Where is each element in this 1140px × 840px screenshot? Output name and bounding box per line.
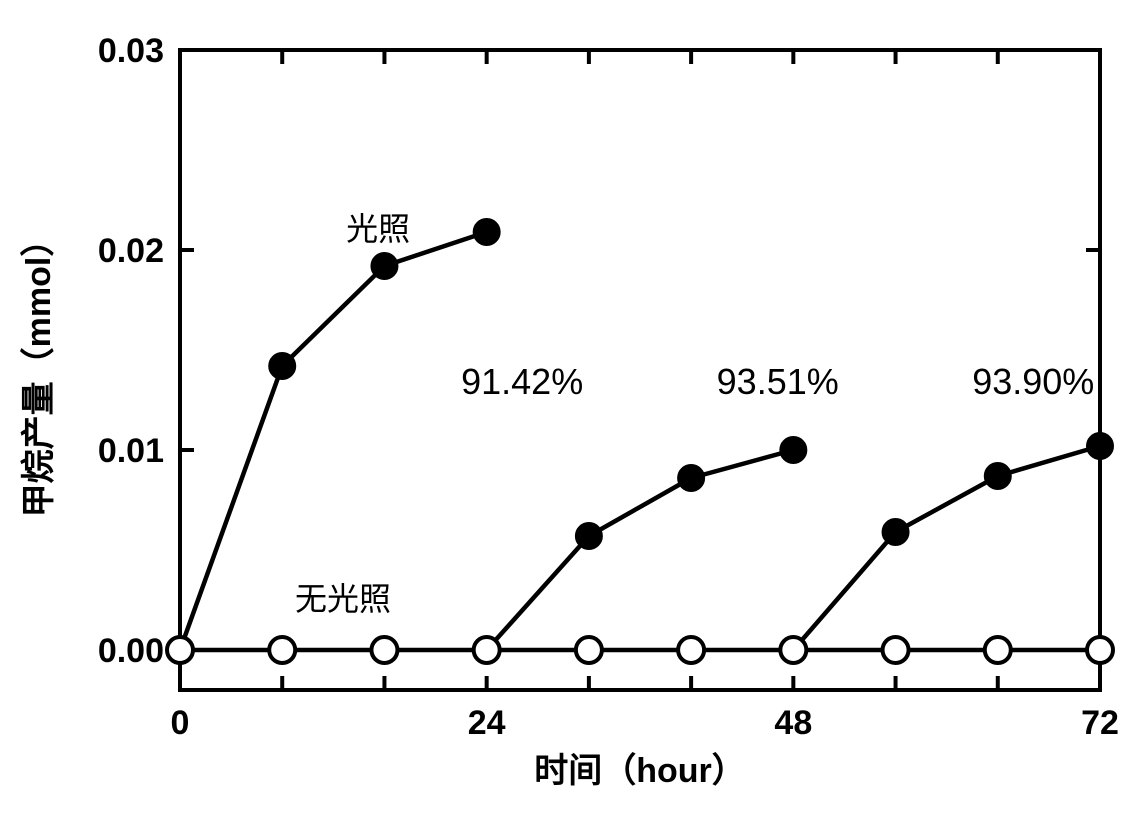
series-marker	[1087, 637, 1113, 663]
chart-container: 0 24 48 72 0.00 0.01 0.02 0.03 时间（hour） 甲烷产量（mmol…	[0, 0, 1140, 840]
chart-annotation: 91.42%	[461, 361, 583, 402]
series-marker	[985, 637, 1011, 663]
series-marker	[678, 637, 704, 663]
series-marker	[269, 353, 295, 379]
series-marker	[269, 637, 295, 663]
chart-annotation: 光照	[346, 211, 410, 247]
series-marker	[576, 637, 602, 663]
chart-annotation: 93.51%	[717, 361, 839, 402]
series-marker	[678, 465, 704, 491]
series-marker	[371, 253, 397, 279]
x-axis-label: 时间（hour）	[534, 751, 746, 790]
y-axis-label: 甲烷产量（mmol）	[19, 223, 58, 518]
y-tick-label: 0.01	[98, 432, 164, 470]
series-marker	[1087, 433, 1113, 459]
series-marker	[167, 637, 193, 663]
chart-annotation: 无光照	[295, 581, 391, 617]
y-tick-label: 0.02	[98, 232, 164, 270]
x-tick-label: 72	[1081, 704, 1119, 742]
y-tick-label: 0.00	[98, 632, 164, 670]
series-marker	[883, 519, 909, 545]
series-marker	[883, 637, 909, 663]
x-tick-label: 24	[468, 704, 506, 742]
y-tick-label: 0.03	[98, 32, 164, 70]
x-tick-label: 48	[774, 704, 812, 742]
series-marker	[780, 637, 806, 663]
chart-svg: 0 24 48 72 0.00 0.01 0.02 0.03 时间（hour） 甲烷产量（mmol…	[0, 0, 1140, 840]
series-marker	[474, 219, 500, 245]
chart-annotation: 93.90%	[972, 361, 1094, 402]
series-marker	[985, 463, 1011, 489]
series-marker	[474, 637, 500, 663]
series-marker	[576, 523, 602, 549]
series-marker	[780, 437, 806, 463]
x-tick-label: 0	[171, 704, 190, 742]
series-marker	[371, 637, 397, 663]
